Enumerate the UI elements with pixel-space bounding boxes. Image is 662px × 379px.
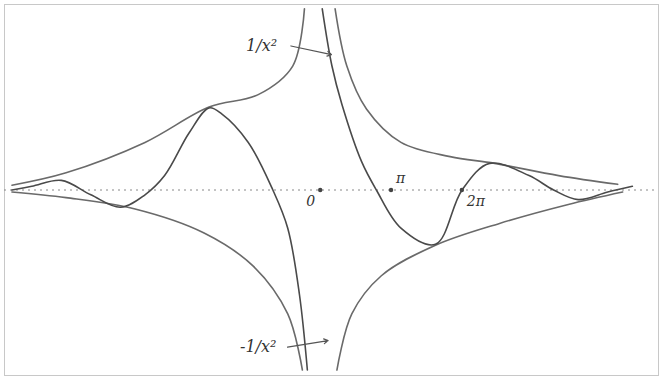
svg-text:-1/x²: -1/x² bbox=[240, 337, 276, 356]
svg-text:2π: 2π bbox=[466, 193, 486, 209]
svg-text:π: π bbox=[395, 170, 406, 186]
svg-text:0: 0 bbox=[306, 193, 315, 209]
svg-text:1/x²: 1/x² bbox=[246, 36, 277, 55]
